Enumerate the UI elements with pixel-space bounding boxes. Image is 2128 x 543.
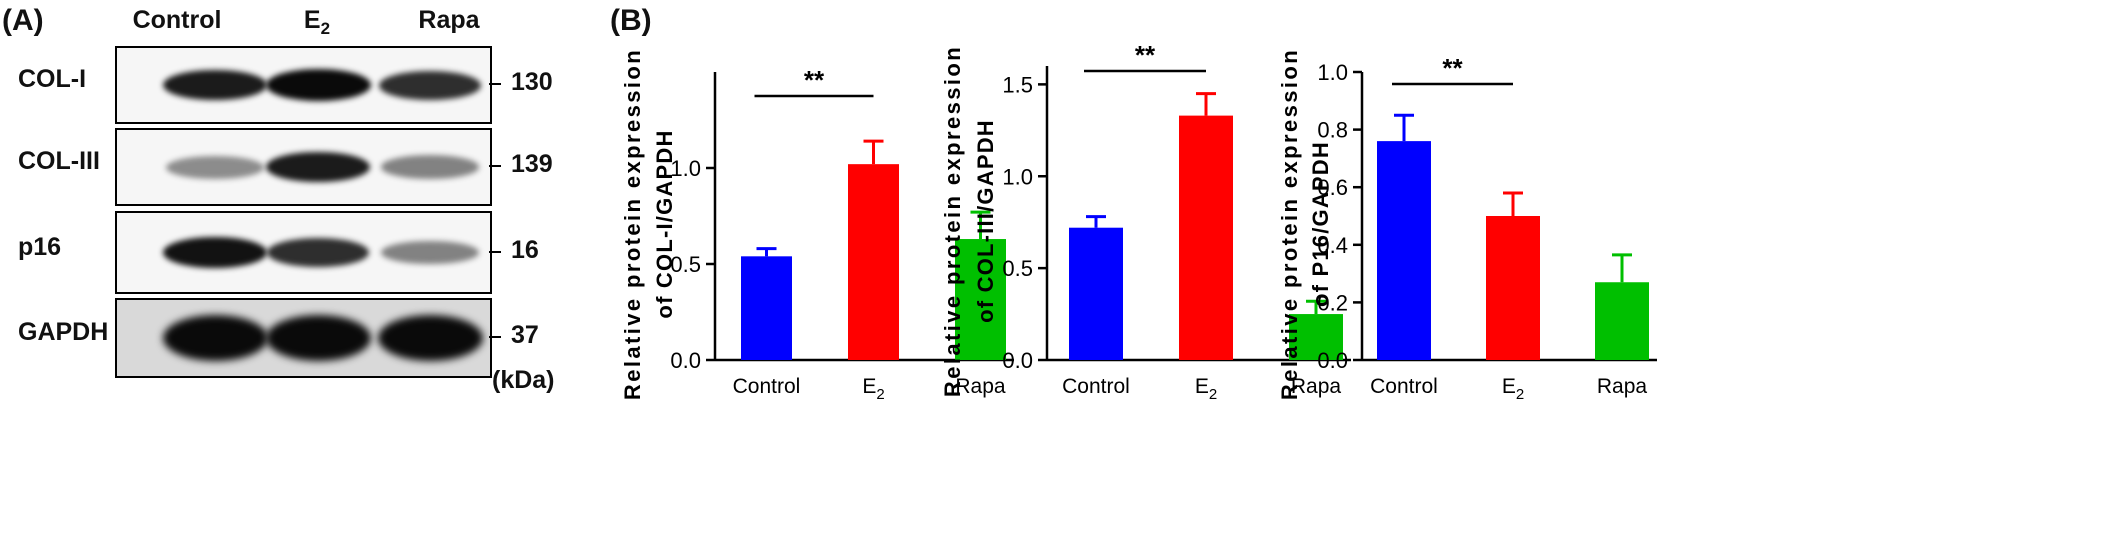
y-tick-label: 1.0 — [1317, 60, 1348, 85]
bar-rapa — [1595, 282, 1649, 360]
band-col-i-lane-2 — [265, 69, 371, 101]
x-tick-label: E2 — [1195, 375, 1217, 403]
significance-label: ** — [804, 65, 825, 95]
band-p16-lane-3 — [381, 240, 479, 265]
bar-control — [1377, 141, 1431, 360]
band-gapdh-lane-1 — [162, 315, 268, 361]
lane-label-rapa: Rapa — [418, 6, 480, 34]
x-tick-label: Rapa — [1597, 375, 1648, 398]
x-tick-label: Control — [733, 375, 801, 398]
protein-label: COL-III — [18, 147, 100, 175]
mw-label: 37 — [511, 321, 539, 349]
y-tick-label: 0.0 — [1317, 348, 1348, 373]
significance-label: ** — [1135, 40, 1156, 70]
y-axis-label: of COL-I/GAPDH — [652, 129, 677, 318]
y-tick-label: 1.5 — [1002, 72, 1033, 97]
x-tick-label: Control — [1062, 375, 1130, 398]
mw-tick — [489, 336, 501, 338]
significance-label: ** — [1442, 53, 1463, 83]
band-gapdh-lane-3 — [377, 315, 483, 361]
lane-label-control: Control — [132, 6, 222, 34]
y-tick-label: 0.5 — [670, 252, 701, 277]
y-axis-label: of P16/GAPDH — [1308, 141, 1333, 307]
mw-label: 16 — [511, 235, 539, 264]
mw-tick — [489, 83, 501, 85]
bar-e2 — [1486, 216, 1540, 360]
bar-control — [1069, 227, 1123, 360]
x-tick-label: E2 — [862, 375, 884, 403]
band-col-iii-lane-1 — [166, 155, 264, 179]
x-tick-label: Rapa — [1291, 375, 1342, 398]
y-tick-label: 1.0 — [670, 156, 701, 181]
y-tick-label: 0.0 — [1002, 348, 1033, 373]
y-axis-label: Relative protein expression — [940, 45, 965, 397]
y-tick-label: 0.4 — [1317, 233, 1348, 258]
y-tick-label: 1.0 — [1002, 164, 1033, 189]
protein-label: GAPDH — [18, 318, 109, 346]
mw-tick — [489, 250, 501, 253]
blot-p16 — [115, 211, 492, 294]
blot-gapdh — [115, 298, 492, 378]
y-axis-label: Relative protein expression — [620, 48, 645, 400]
x-tick-subscript: 2 — [1516, 386, 1524, 403]
y-axis-label: of COL-III/GAPDH — [973, 119, 998, 323]
bar-rapa — [955, 239, 1006, 360]
chart-2: 0.0 0.5 1.0 1.5 Control E2 Rapa ** Relative prot… — [940, 40, 1351, 403]
x-tick-subscript: 2 — [1209, 386, 1217, 403]
y-tick-label: 0.8 — [1317, 118, 1348, 143]
blot-col-iii — [115, 128, 492, 206]
chart-3: 0.0 0.2 0.4 0.6 0.8 1.0 Control E2 Rapa ** Relativ… — [1277, 48, 1657, 403]
bar-e2 — [1179, 115, 1233, 360]
x-tick-label: Rapa — [955, 375, 1006, 398]
y-tick-label: 0.2 — [1317, 290, 1348, 315]
x-tick-label: Control — [1370, 375, 1438, 398]
band-col-i-lane-3 — [378, 70, 482, 100]
x-tick-subscript: 2 — [876, 386, 884, 403]
blot-col-i — [115, 46, 492, 124]
band-p16-lane-2 — [266, 238, 370, 267]
protein-label: p16 — [18, 232, 62, 261]
kda-label: (kDa) — [492, 366, 555, 394]
protein-label: COL-I — [18, 65, 87, 93]
y-tick-label: 0.5 — [1002, 256, 1033, 281]
panel-a-label: (A) — [2, 4, 44, 37]
band-col-iii-lane-3 — [381, 155, 479, 179]
y-tick-label: 0.6 — [1317, 175, 1348, 200]
mw-label: 130 — [511, 68, 553, 96]
bar-rapa — [1289, 314, 1343, 360]
bar-control — [741, 256, 792, 360]
lane-label-e2: E2 — [303, 6, 331, 38]
panel-b-label: (B) — [610, 4, 652, 37]
bar-e2 — [848, 164, 899, 360]
band-col-i-lane-1 — [163, 69, 267, 101]
band-col-iii-lane-2 — [266, 151, 370, 183]
mw-tick — [489, 165, 501, 167]
mw-label: 139 — [511, 150, 553, 178]
band-gapdh-lane-2 — [265, 315, 371, 361]
band-p16-lane-1 — [163, 237, 267, 268]
x-tick-label: E2 — [1502, 375, 1524, 403]
y-tick-label: 0.0 — [670, 348, 701, 373]
chart-1: 0.0 0.5 1.0 Control E2 Rapa ** Relative protein… — [620, 48, 1014, 403]
y-axis-label: Relative protein expression — [1277, 48, 1302, 400]
